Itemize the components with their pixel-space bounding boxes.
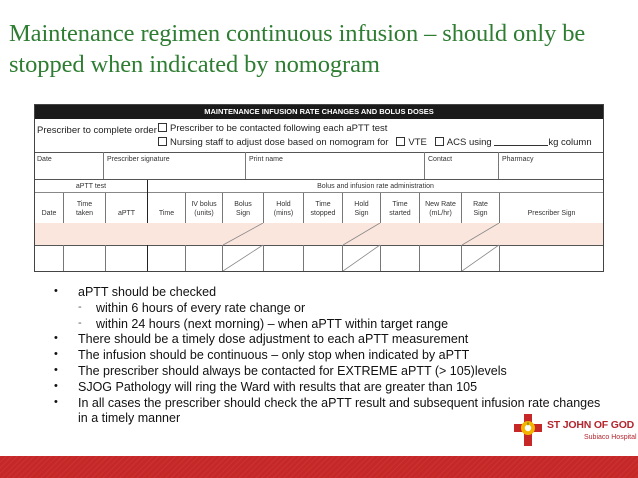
bullet-icon: • [54,395,58,408]
column-divider [103,152,104,179]
sub-bullet-icon: - [78,300,82,313]
col-time-started-line1: Time [392,201,408,208]
col-time: Time [158,210,175,217]
option-vte-text: VTE [408,137,427,148]
bullet-icon: • [54,332,58,345]
form-divider [35,179,603,180]
form-divider [35,192,603,193]
form-header: MAINTENANCE INFUSION RATE CHANGES AND BO… [35,105,603,119]
col-hold-mins-line1: Hold [276,201,291,208]
col-iv-bolus-line1: IV bolus [191,201,217,208]
list-item: • In all cases the prescriber should chec… [52,396,612,428]
checkbox-prescriber-contact[interactable] [158,123,167,132]
bullet-icon: • [54,348,58,361]
top-contact-label: Contact [428,156,453,163]
sub-bullet-icon: - [78,316,82,329]
logo-subtitle: Subiaco Hospital [584,434,637,441]
checkbox-acs[interactable] [434,137,444,146]
bullet-text: aPTT should be checked [78,285,217,299]
footer-bar [0,456,638,478]
hold-sign-slashes [343,223,380,271]
bullet-list: • aPTT should be checked - within 6 hours … [52,285,612,427]
option-acs-text: ACS using [446,137,492,148]
top-print-name-label: Print name [249,156,283,163]
col-iv-bolus-line2: (units) [194,210,214,217]
bullet-text: within 6 hours of every rate change or [96,300,306,315]
col-hold-sign-line1: Hold [354,201,369,208]
option-line-1: Prescriber to be contacted following eac… [158,123,387,134]
bullet-text: The prescriber should always be contacte… [78,363,507,378]
form-divider [35,152,603,153]
col-bolus-sign-line2: Sign [235,210,250,217]
col-time-started-line2: started [389,210,411,217]
option-2-text: Nursing staff to adjust dose based on no… [170,137,389,148]
col-bolus-sign-line1: Bolus [234,201,252,208]
col-time-stopped-line2: stopped [310,210,336,217]
col-rate-sign-line2: Sign [473,210,488,217]
col-prescriber-sign: Prescriber Sign [527,210,576,217]
entry-row-highlighted[interactable] [35,223,603,245]
list-item: • aPTT should be checked [52,285,612,301]
bullet-text: SJOG Pathology will ring the Ward with r… [78,379,478,394]
infusion-form: MAINTENANCE INFUSION RATE CHANGES AND BO… [34,104,604,272]
col-hold-sign-line2: Sign [354,210,369,217]
col-new-rate-line1: New Rate [425,201,456,208]
cross-emblem-icon [514,414,542,446]
option-line-2: Nursing staff to adjust dose based on no… [158,136,592,148]
top-prescriber-signature-label: Prescriber signature [107,156,170,163]
bullet-text: within 24 hours (next morning) – when aP… [96,316,449,331]
bullet-text: In all cases the prescriber should check… [78,395,601,426]
col-time-taken-line2: taken [75,210,94,217]
form-divider [35,245,603,246]
list-item: - within 6 hours of every rate change or [52,301,612,317]
col-time-stopped-line1: Time [315,201,331,208]
column-divider [424,152,425,179]
slide-title: Maintenance regimen continuous infusion … [9,20,586,78]
col-aptt: aPTT [117,210,136,217]
col-time-taken-line1: Time [76,201,93,208]
list-item: • The infusion should be continuous – onl… [52,348,612,364]
col-hold-mins-line2: (mins) [273,210,294,217]
column-divider [498,152,499,179]
list-item: • SJOG Pathology will ring the Ward with … [52,380,612,396]
aptt-test-group-header: aPTT test [75,183,107,190]
list-item: • There should be a timely dose adjustmen… [52,332,612,348]
bullet-text: There should be a timely dose adjustment… [78,332,469,347]
hospital-logo: ST JOHN OF GOD Subiaco Hospital [513,413,637,449]
col-date: Date [41,210,57,217]
bullet-icon: • [54,379,58,392]
list-item: • The prescriber should always be contact… [52,364,612,380]
option-1-text: Prescriber to be contacted following eac… [170,123,388,134]
bullet-icon: • [54,363,58,376]
bolus-admin-group-header: Bolus and infusion rate administration [317,183,434,190]
rate-sign-slashes [462,223,499,271]
top-pharmacy-label: Pharmacy [502,156,534,163]
checkbox-vte[interactable] [396,137,406,146]
bullet-text: The infusion should be continuous – only… [78,348,470,363]
col-rate-sign-line1: Rate [473,201,488,208]
logo-name: ST JOHN OF GOD [547,419,635,431]
checkbox-nursing-adjust[interactable] [158,137,167,146]
list-item: - within 24 hours (next morning) – when a… [52,317,612,333]
bullet-icon: • [54,285,58,297]
weight-blank[interactable] [494,136,549,146]
col-new-rate-line2: (mL/hr) [429,210,452,217]
top-date-label: Date [37,156,52,163]
option-suffix-text: kg column [548,137,592,148]
column-divider [245,152,246,179]
bolus-sign-slashes [223,223,263,271]
instruction-label: Prescriber to complete order [37,125,157,136]
